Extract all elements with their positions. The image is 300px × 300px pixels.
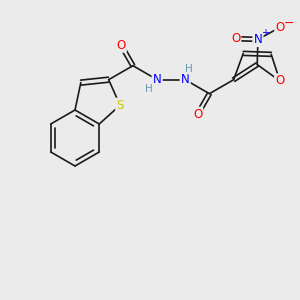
Text: N: N bbox=[181, 73, 190, 86]
Text: O: O bbox=[193, 108, 202, 121]
Text: +: + bbox=[261, 28, 269, 38]
Text: S: S bbox=[116, 99, 124, 112]
Text: N: N bbox=[254, 33, 262, 46]
Text: N: N bbox=[153, 73, 161, 86]
Text: O: O bbox=[275, 74, 284, 88]
Text: −: − bbox=[284, 17, 294, 30]
Text: O: O bbox=[275, 21, 285, 34]
Text: H: H bbox=[185, 64, 193, 74]
Text: O: O bbox=[231, 32, 240, 45]
Text: H: H bbox=[145, 84, 153, 94]
Text: O: O bbox=[116, 39, 126, 52]
